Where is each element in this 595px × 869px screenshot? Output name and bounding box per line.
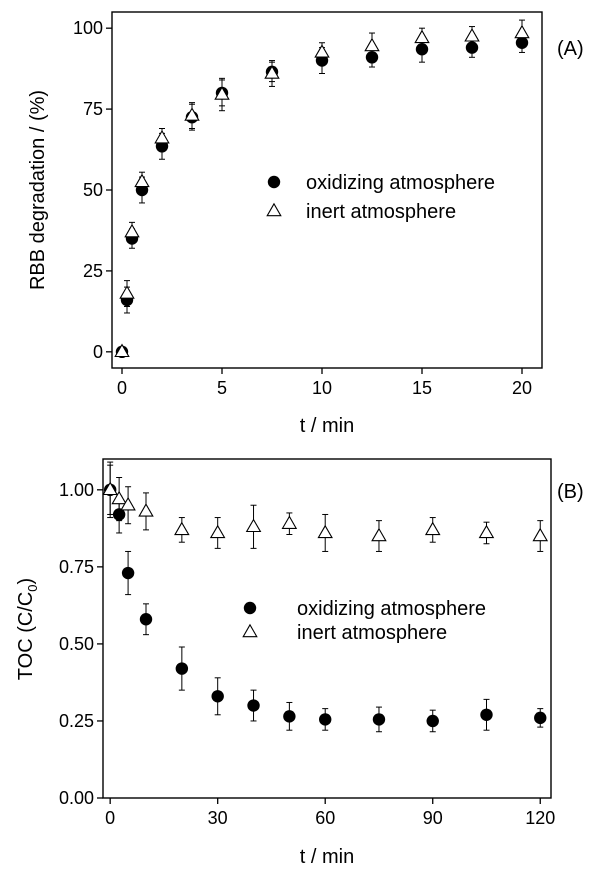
legend-triangle-icon [266,202,282,217]
legend-marker-oxidizing-b [243,601,257,615]
marks-a [114,19,530,359]
marks-b [102,461,549,733]
inert-point [424,521,441,536]
oxidizing-point [139,613,153,626]
inert-point [154,129,170,144]
legend-marker-oxidizing-a [267,175,281,189]
legend-a: oxidizing atmosphere inert atmosphere [266,172,495,223]
inert-point [464,27,480,42]
inert-point [134,173,150,188]
inert-point [102,481,118,496]
inert-point [245,518,262,533]
oxidizing-point [465,41,479,54]
legend-marker-inert-b [242,623,258,638]
legend-label-inert-b: inert atmosphere [297,622,447,644]
y-tick-label: 0.50 [59,634,94,654]
y-axis-title-b-subscript: 0 [25,584,40,591]
legend-marker-inert-a [266,202,282,217]
y-tick-label: 25 [83,261,103,281]
inert-point [478,524,495,539]
x-tick-label: 30 [208,808,228,828]
x-tick-label: 0 [117,378,127,398]
inert-point [532,527,549,542]
y-tick-label: 1.00 [59,480,94,500]
inert-point [514,24,530,39]
y-axis-title-a: RBB degradation / (%) [27,90,49,290]
panel-label-b: (B) [557,481,584,503]
x-tick-label: 20 [512,378,532,398]
y-axis-title-b: TOC (C/C0) [15,578,40,680]
oxidizing-point [175,662,189,675]
inert-point [214,86,230,100]
legend-circle-icon [267,175,281,189]
inert-point [281,515,298,529]
inert-point [317,524,333,539]
inert-point [314,44,330,58]
inert-point [174,521,190,536]
inert-point [371,527,387,542]
legend-label-oxidizing-b: oxidizing atmosphere [297,598,486,620]
legend-label-oxidizing-a: oxidizing atmosphere [306,172,495,194]
panel-label-a: (A) [557,38,584,60]
y-tick-label: 0.75 [59,557,94,577]
inert-point [138,503,154,517]
x-tick-label: 90 [423,808,443,828]
y-tick-label: 0.25 [59,711,94,731]
y-tick-label: 75 [83,99,103,119]
x-tick-label: 60 [315,808,335,828]
x-tick-label: 15 [412,378,432,398]
y-tick-label: 0 [93,342,103,362]
inert-point [184,107,200,121]
inert-point [264,65,280,79]
x-axis-title-a: t / min [300,415,354,437]
y-tick-label: 50 [83,180,103,200]
legend-triangle-icon [242,623,258,638]
ticks-b: 0 30 60 90 120 0.00 0.25 0.50 0.75 1.00 [59,480,555,828]
inert-point [120,496,136,511]
inert-point [414,29,430,44]
inert-point [364,37,380,52]
oxidizing-point [319,713,332,726]
legend-circle-icon [243,601,257,615]
oxidizing-point [372,713,386,726]
oxidizing-point [415,43,429,56]
x-tick-label: 5 [217,378,227,398]
x-tick-label: 10 [312,378,332,398]
oxidizing-point [534,711,547,725]
inert-point [111,490,127,505]
inert-point [114,343,130,358]
oxidizing-point [426,714,439,728]
x-axis-title-b: t / min [300,846,354,868]
oxidizing-point [211,690,224,703]
y-axis-title-b-suffix: ) [15,578,37,585]
chart-panel-a: 0 5 10 15 20 0 25 50 75 100 (A) t / min RBB degra… [27,11,584,437]
oxidizing-point [283,710,296,723]
ticks-a: 0 5 10 15 20 0 25 50 75 100 [73,18,532,398]
plot-frame-b [102,458,552,799]
y-tick-label: 100 [73,18,103,38]
inert-point [119,285,135,299]
oxidizing-point [480,708,493,721]
chart-panel-b: 0 30 60 90 120 0.00 0.25 0.50 0.75 1.00 (B) t / m… [15,458,584,868]
y-tick-label: 0.00 [59,788,94,808]
inert-point [124,223,140,238]
legend-label-inert-a: inert atmosphere [306,201,456,223]
y-axis-title-b-main: TOC (C/C [15,592,37,681]
legend-b: oxidizing atmosphere inert atmosphere [242,598,486,644]
inert-point [209,524,226,539]
oxidizing-point [247,699,260,712]
oxidizing-point [121,566,135,580]
x-tick-label: 0 [105,808,115,828]
x-tick-label: 120 [525,808,555,828]
